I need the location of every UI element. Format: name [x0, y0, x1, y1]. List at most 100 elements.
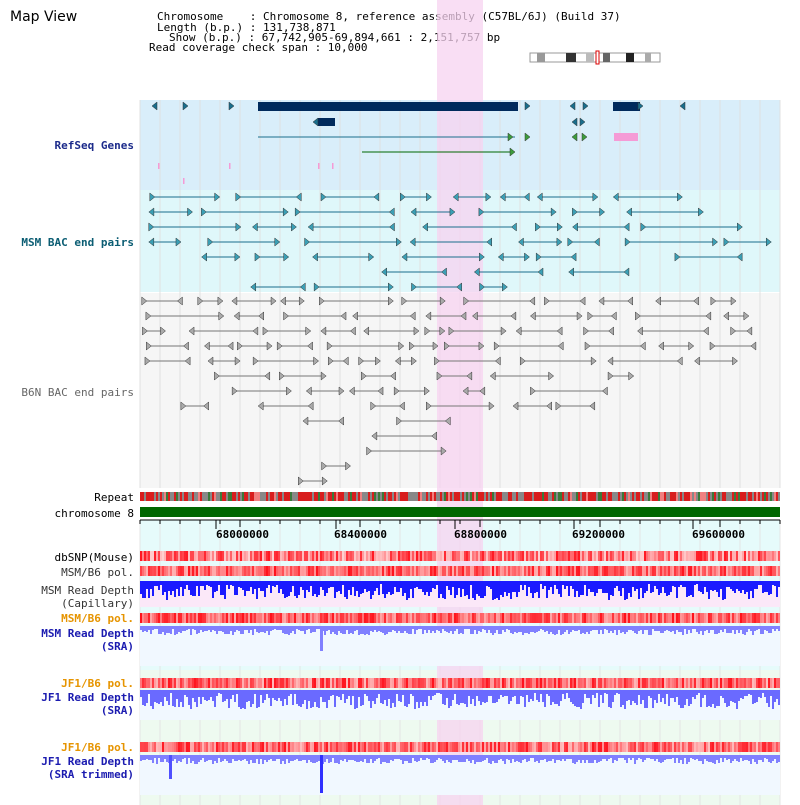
heat-cell [580, 551, 582, 561]
depth-bar [140, 626, 142, 630]
depth-bar [690, 755, 692, 758]
heat-cell [442, 742, 444, 752]
heat-cell [666, 613, 668, 623]
heat-cell [212, 566, 214, 576]
repeat-segment [706, 492, 708, 501]
heat-cell [422, 613, 424, 623]
depth-bar [210, 626, 212, 632]
heat-cell [246, 678, 248, 688]
heat-cell [368, 566, 370, 576]
heat-cell [500, 613, 502, 623]
heat-cell [418, 566, 420, 576]
heat-cell [568, 742, 570, 752]
heat-cell [424, 566, 426, 576]
depth-bar [416, 581, 418, 587]
heat-cell [548, 566, 550, 576]
heat-cell [240, 742, 242, 752]
depth-bar [546, 755, 548, 762]
depth-bar [648, 755, 650, 758]
heat-cell [270, 678, 272, 688]
depth-bar [488, 581, 490, 587]
ideogram-band [537, 53, 545, 62]
heat-cell [190, 742, 192, 752]
heat-cell [266, 566, 268, 576]
heat-cell [374, 613, 376, 623]
heat-cell [624, 613, 626, 623]
heat-cell [414, 566, 416, 576]
heat-cell [326, 613, 328, 623]
heat-cell [764, 678, 766, 688]
bac-end [576, 311, 583, 321]
depth-bar [696, 755, 698, 759]
bac-end [207, 237, 214, 247]
depth-bar [500, 690, 502, 695]
bac-end [556, 326, 563, 336]
heat-cell [656, 566, 658, 576]
track-label-jf1-depth-trim-1: JF1 Read Depth [41, 755, 134, 768]
heat-cell [204, 566, 206, 576]
heat-cell [498, 678, 500, 688]
depth-bar [162, 755, 164, 762]
repeat-segment [772, 492, 774, 501]
heat-cell [266, 551, 268, 561]
heat-cell [662, 613, 664, 623]
depth-bar [698, 690, 700, 693]
heat-cell [758, 613, 760, 623]
heat-cell [524, 678, 526, 688]
heat-cell [636, 613, 638, 623]
heat-cell [774, 742, 776, 752]
heat-cell [696, 551, 698, 561]
repeat-segment [554, 492, 556, 501]
heat-cell [444, 678, 446, 688]
heat-cell [404, 742, 406, 752]
heat-cell [294, 613, 296, 623]
heat-cell [486, 551, 488, 561]
heat-cell [464, 551, 466, 561]
heat-cell [352, 678, 354, 688]
heat-cell [508, 678, 510, 688]
depth-bar [364, 690, 366, 694]
heat-cell [458, 613, 460, 623]
heat-cell [382, 551, 384, 561]
heat-cell [544, 678, 546, 688]
repeat-segment [652, 492, 654, 501]
heat-cell [534, 678, 536, 688]
repeat-segment [180, 492, 182, 501]
bac-end [381, 267, 387, 277]
heat-cell [430, 678, 432, 688]
depth-bar [216, 581, 218, 591]
depth-bar [692, 581, 694, 597]
depth-bar [742, 755, 744, 761]
depth-bar [768, 755, 770, 762]
bac-end [361, 371, 367, 381]
heat-cell [472, 742, 474, 752]
heat-cell [498, 551, 500, 561]
heat-cell [354, 566, 356, 576]
depth-bar [694, 626, 696, 629]
depth-bar [330, 755, 332, 762]
heat-cell [690, 678, 692, 688]
depth-bar [282, 581, 284, 594]
heat-cell [504, 566, 506, 576]
heat-cell [572, 566, 574, 576]
heat-cell [514, 742, 516, 752]
track-label-b6n-bac: B6N BAC end pairs [21, 386, 134, 399]
heat-cell [264, 742, 266, 752]
depth-bar [746, 626, 748, 632]
heat-cell [456, 551, 458, 561]
depth-bar [656, 581, 658, 589]
depth-bar [744, 755, 746, 760]
heat-cell [458, 678, 460, 688]
depth-bar [686, 626, 688, 634]
heat-cell [754, 678, 756, 688]
heat-cell [296, 566, 298, 576]
depth-bar [284, 755, 286, 764]
heat-cell [174, 566, 176, 576]
depth-bar [612, 626, 614, 633]
heat-cell [404, 566, 406, 576]
gene-arrow [637, 101, 644, 111]
heat-cell [208, 551, 210, 561]
depth-bar [722, 581, 724, 600]
bac-end [274, 237, 281, 247]
